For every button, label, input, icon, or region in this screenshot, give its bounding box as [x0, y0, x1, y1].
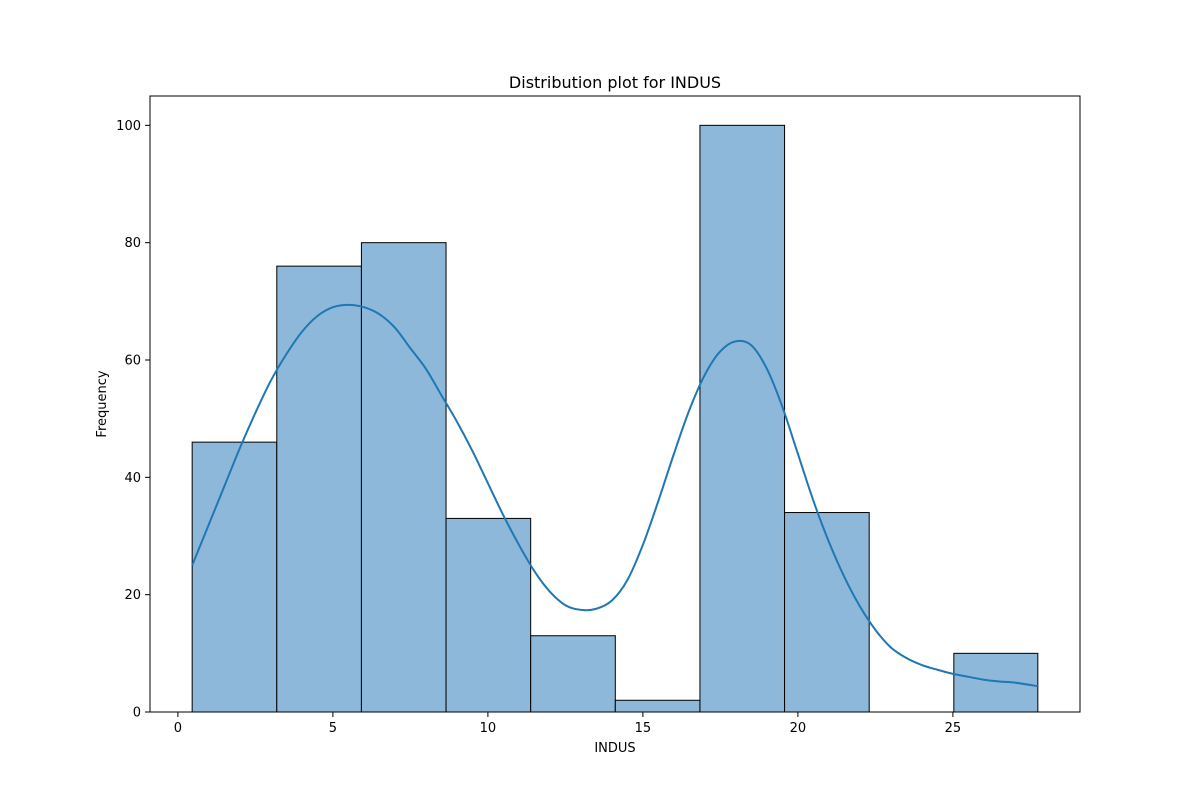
- histogram-bar-7: [699, 124, 786, 713]
- histogram-bar-5: [530, 635, 616, 713]
- histogram-bar-4: [445, 517, 532, 713]
- histogram-bar-1: [191, 441, 278, 713]
- histogram-bar-2: [276, 265, 362, 713]
- y-tick-label: 20: [124, 588, 141, 603]
- x-tick-label: 20: [790, 721, 807, 736]
- x-tick-label: 25: [945, 721, 962, 736]
- x-tick-label: 5: [329, 721, 337, 736]
- histogram-bar-6: [614, 699, 701, 713]
- histogram-bar-3: [360, 242, 447, 713]
- histogram-bar-10: [953, 652, 1039, 713]
- x-tick-label: 15: [635, 721, 652, 736]
- y-tick-label: 0: [133, 706, 141, 721]
- x-axis-ticks: 0 5 10 15 20 25: [174, 712, 961, 736]
- x-axis-label: INDUS: [594, 741, 635, 756]
- y-tick-label: 40: [124, 471, 141, 486]
- y-axis-ticks: 0 20 40 60 80 100: [116, 119, 150, 721]
- bars-group: [191, 124, 1039, 713]
- x-tick-label: 10: [480, 721, 497, 736]
- y-axis-label: Frequency: [95, 370, 110, 437]
- y-tick-label: 60: [124, 354, 141, 369]
- kde-group: [191, 303, 1038, 688]
- y-tick-label: 80: [124, 236, 141, 251]
- chart-title: Distribution plot for INDUS: [509, 73, 721, 92]
- y-tick-label: 100: [116, 119, 141, 134]
- kde-line: [191, 303, 1038, 688]
- histogram-bar-8: [784, 512, 870, 713]
- x-tick-label: 0: [174, 721, 182, 736]
- plot-frame: [149, 95, 1081, 713]
